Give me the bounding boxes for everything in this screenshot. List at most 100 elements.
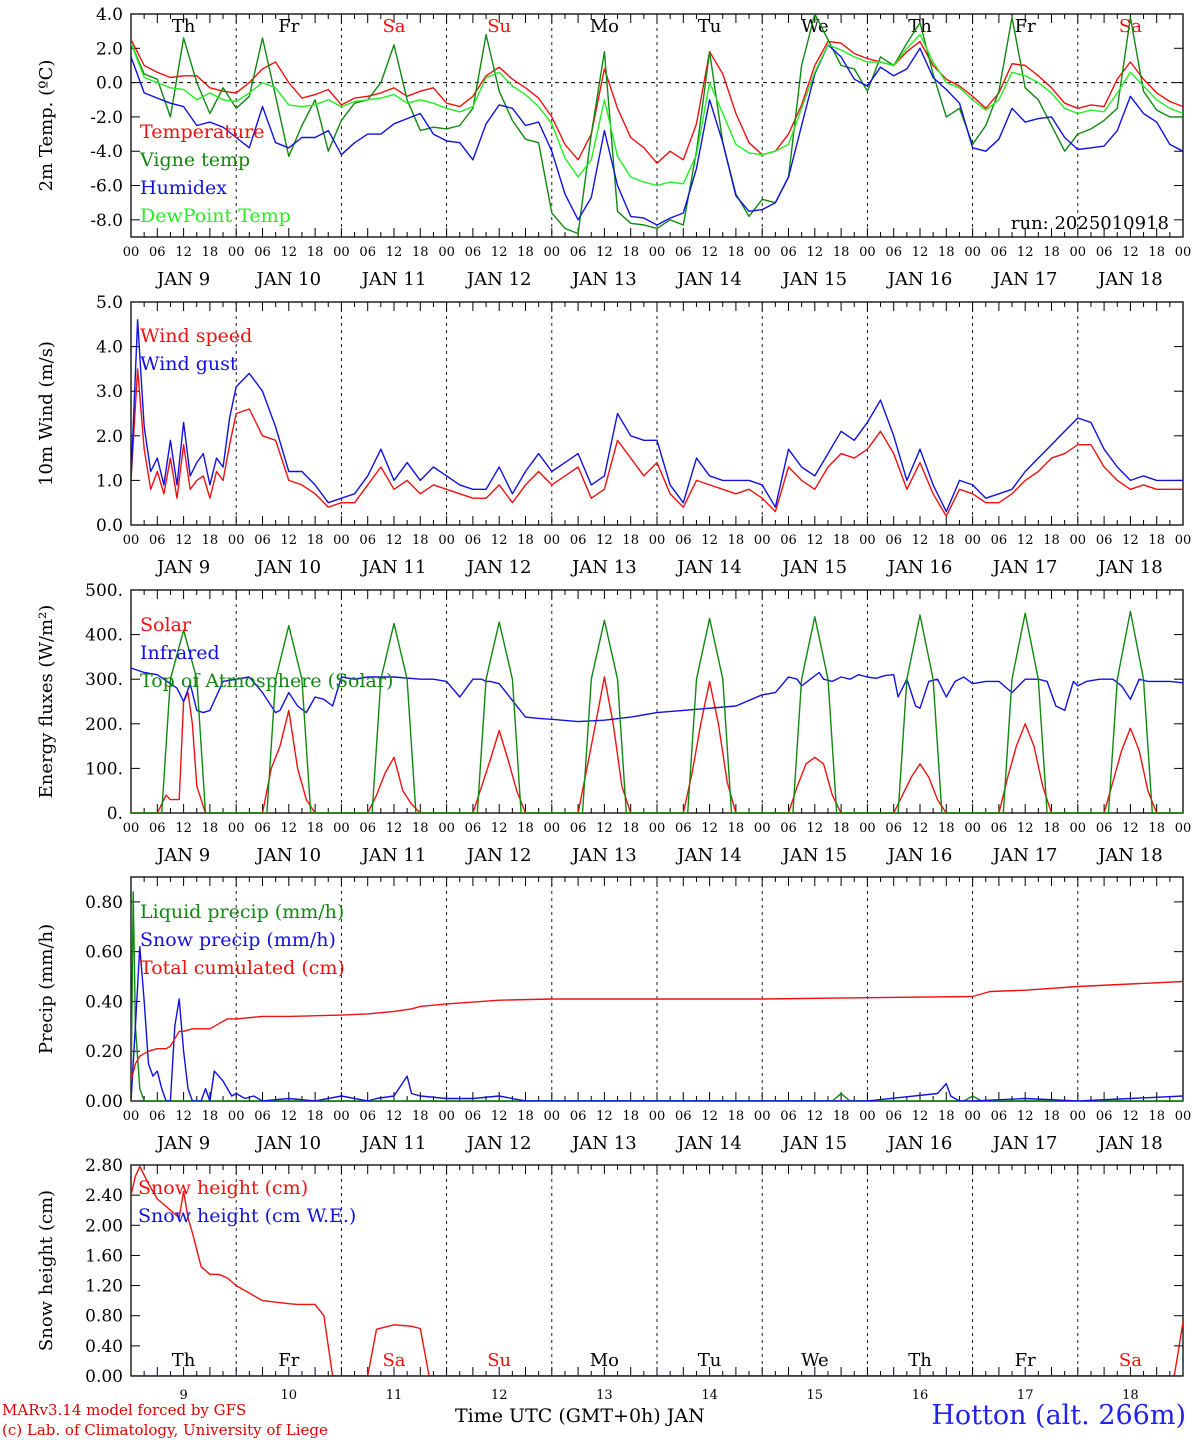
weekday-label: Tu [698, 1350, 722, 1371]
weekday-label: We [801, 16, 829, 37]
weekday-label: Th [908, 16, 932, 37]
hour-label: 06 [885, 1109, 902, 1124]
day-label: JAN 18 [1096, 845, 1163, 866]
day-number: 9 [179, 1388, 187, 1403]
series-line-infrared [131, 667, 1183, 723]
legend-entry: Infrared [140, 642, 220, 664]
day-label: JAN 11 [360, 557, 427, 578]
legend-entry: Top of Atmosphere (Solar) [140, 670, 393, 692]
hour-label: 00 [228, 821, 245, 836]
day-label: JAN 9 [155, 557, 210, 578]
hour-label: 18 [938, 245, 955, 260]
legend-entry: DewPoint Temp [140, 205, 291, 227]
hour-label: 00 [859, 245, 876, 260]
hour-label: 18 [1043, 821, 1060, 836]
legend-entry: Solar [140, 614, 192, 636]
hour-label: 18 [307, 245, 324, 260]
legend-entry: Snow precip (mm/h) [140, 929, 336, 951]
y-axis-label: Snow height (cm) [36, 1190, 57, 1351]
legend-entry: Humidex [140, 177, 227, 199]
hour-label: 12 [386, 821, 403, 836]
weekday-label: Mo [590, 16, 619, 37]
hour-label: 00 [438, 821, 455, 836]
hour-label: 18 [1148, 245, 1165, 260]
hour-label: 18 [307, 821, 324, 836]
hour-label: 00 [333, 245, 350, 260]
y-tick-label: 3.0 [96, 382, 123, 402]
hour-label: 12 [281, 533, 298, 548]
hour-label: 18 [412, 533, 429, 548]
series-line-temperature [131, 39, 1183, 164]
y-tick-label: 5.0 [96, 293, 123, 313]
hour-label: 18 [938, 1109, 955, 1124]
hour-label: 06 [675, 245, 692, 260]
panel-temp: 4.0 2.0 0.0 -2.0 -4.0 -6.0 -8.0 2m Temp. (ºC) 00… [36, 5, 1191, 290]
hour-label: 12 [807, 533, 824, 548]
day-label: JAN 17 [991, 269, 1058, 290]
station-label: Hotton (alt. 266m) [931, 1400, 1186, 1431]
hour-label: 06 [780, 533, 797, 548]
hour-label: 00 [649, 533, 666, 548]
weekday-label: Tu [698, 16, 722, 37]
hour-label: 12 [596, 1109, 613, 1124]
y-tick-label: 2.0 [96, 427, 123, 447]
hour-label: 18 [1043, 1109, 1060, 1124]
hour-label: 06 [149, 1109, 166, 1124]
hour-label: 00 [544, 533, 561, 548]
day-label: JAN 13 [570, 1133, 637, 1154]
hour-label: 18 [833, 1109, 850, 1124]
day-label: JAN 14 [675, 557, 742, 578]
hour-label: 18 [622, 821, 639, 836]
y-tick-label: 0.80 [85, 1307, 123, 1327]
hour-label: 06 [149, 533, 166, 548]
legend-entry: Wind speed [140, 325, 252, 347]
hour-label: 18 [728, 533, 745, 548]
y-axis-label: 2m Temp. (ºC) [36, 60, 57, 192]
day-label: JAN 9 [155, 845, 210, 866]
y-tick-label: 0.40 [85, 992, 123, 1012]
hour-label: 00 [1070, 1109, 1087, 1124]
hour-label: 06 [885, 245, 902, 260]
hour-label: 18 [728, 821, 745, 836]
hour-label: 18 [938, 821, 955, 836]
hour-label: 18 [412, 245, 429, 260]
hour-label: 06 [991, 821, 1008, 836]
series-line-vigne-temp [131, 14, 1183, 235]
legend-entry: Liquid precip (mm/h) [140, 901, 344, 923]
day-label: JAN 15 [781, 1133, 848, 1154]
time-axis-label: Time UTC (GMT+0h) JAN [455, 1405, 705, 1427]
y-tick-label: -2.0 [90, 108, 123, 128]
day-label: JAN 16 [886, 845, 953, 866]
hour-label: 12 [1122, 533, 1139, 548]
legend-entry: Vigne temp [139, 149, 250, 171]
day-label: JAN 16 [886, 557, 953, 578]
y-tick-label: -8.0 [90, 211, 123, 231]
y-tick-label: 0.00 [85, 1367, 123, 1387]
hour-label: 06 [359, 821, 376, 836]
weekday-label: Th [908, 1350, 932, 1371]
y-axis-label: Energy fluxes (W/m²) [36, 605, 57, 799]
hour-label: 00 [859, 821, 876, 836]
day-label: JAN 17 [991, 1133, 1058, 1154]
hour-label: 12 [175, 821, 192, 836]
hour-label: 12 [491, 245, 508, 260]
y-tick-label: 2.40 [85, 1186, 123, 1206]
day-label: JAN 10 [255, 269, 322, 290]
series-line-wind-gust [131, 319, 1183, 513]
hour-label: 18 [202, 821, 219, 836]
hour-label: 00 [438, 1109, 455, 1124]
hour-label: 12 [912, 245, 929, 260]
weekday-label: Mo [590, 1350, 619, 1371]
legend-entry: Wind gust [140, 353, 238, 375]
hour-label: 12 [1122, 821, 1139, 836]
hour-label: 06 [359, 245, 376, 260]
lab-credit: (c) Lab. of Climatology, University of L… [2, 1421, 328, 1439]
day-label: JAN 11 [360, 269, 427, 290]
hour-label: 00 [964, 821, 981, 836]
hour-label: 06 [359, 533, 376, 548]
weekday-label: Fr [278, 16, 299, 37]
hour-label: 00 [649, 821, 666, 836]
y-tick-label: 0.0 [96, 74, 123, 94]
hour-label: 00 [649, 245, 666, 260]
